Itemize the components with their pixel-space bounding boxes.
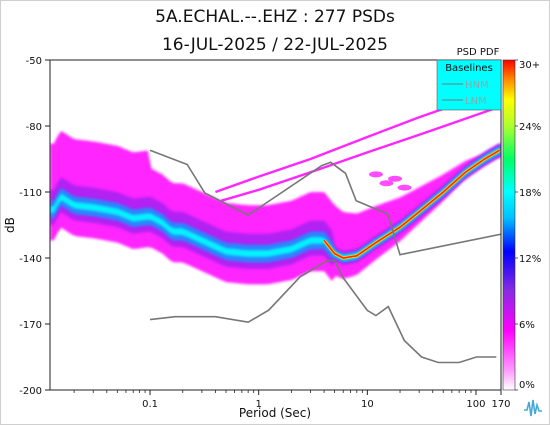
colorbar-label: 30+ [519, 60, 540, 71]
x-tick-label: 10 [361, 399, 374, 410]
colorbar-label: 18% [519, 188, 541, 199]
pdf-outlier-blob [368, 171, 383, 178]
colorbar-label: 24% [519, 122, 541, 133]
y-tick-label: -200 [19, 386, 42, 397]
pdf-ridge [323, 149, 501, 259]
pdf-outlier-blob [397, 184, 412, 191]
y-tick-label: -140 [19, 254, 42, 265]
chart-title: 5A.ECHAL.--.EHZ : 277 PSDs [155, 7, 395, 27]
colorbar-gradient [502, 59, 516, 391]
baseline-lnm [149, 259, 497, 364]
plot-border [49, 59, 502, 391]
pdf-outlier-blob [379, 180, 394, 187]
noise-model-baselines [149, 149, 501, 364]
legend-title: PSD PDF [457, 47, 500, 58]
chart-subtitle: 16-JUL-2025 / 22-JUL-2025 [161, 35, 388, 55]
x-tick-label: 170 [491, 399, 510, 410]
y-tick-label: -170 [19, 320, 42, 331]
y-axis-label: dB [3, 217, 17, 233]
legend-box [436, 59, 502, 111]
y-tick-label: -80 [26, 122, 42, 133]
legend-hnm-label: HNM [465, 80, 489, 91]
legend-header: Baselines [445, 63, 493, 74]
logo-icon [521, 396, 545, 420]
x-tick-label: 1 [255, 399, 261, 410]
x-axis-label: Period (Sec) [239, 406, 311, 420]
x-tick-label: 100 [466, 399, 485, 410]
colorbar-label: 6% [519, 320, 535, 331]
pdf-band-core [50, 147, 501, 261]
y-tick-label: -50 [26, 56, 42, 67]
colorbar-label: 12% [519, 254, 541, 265]
y-axis: -50 -80 -110 -140 -170 -200 [19, 56, 50, 397]
colorbar-label: 0% [519, 380, 535, 391]
baseline-hnm [149, 149, 501, 256]
legend: PSD PDF Baselines HNM LNM [436, 47, 502, 111]
pdf-band-outer [50, 130, 501, 285]
y-tick-label: -110 [19, 188, 42, 199]
psd-pdf-cloud [50, 85, 501, 285]
pdf-outlier-blob [388, 175, 403, 182]
pdf-outlier-track [220, 105, 501, 202]
x-tick-label: 0.1 [142, 399, 158, 410]
legend-lnm-label: LNM [465, 96, 487, 107]
x-axis: 0.1 1 10 100 170 [73, 390, 511, 410]
colorbar: 30+ 24% 18% 12% 6% 0% [502, 59, 541, 391]
